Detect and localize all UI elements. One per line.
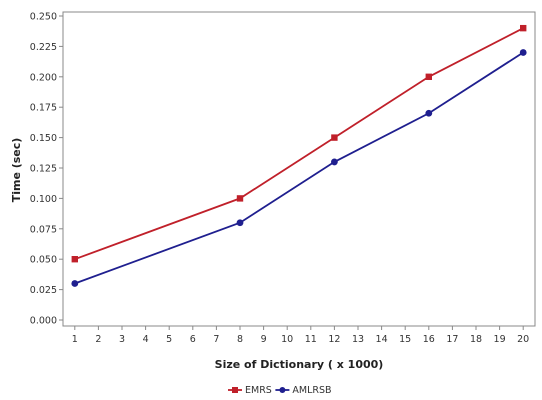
y-tick-label: 0.100 bbox=[30, 194, 57, 205]
x-tick-label: 9 bbox=[261, 334, 267, 345]
legend-marker bbox=[232, 387, 238, 393]
data-point bbox=[71, 256, 78, 263]
x-tick-label: 16 bbox=[423, 334, 435, 345]
y-tick-label: 0.200 bbox=[30, 72, 57, 83]
y-axis-label: Time (sec) bbox=[10, 138, 23, 203]
legend-item: EMRS bbox=[228, 385, 272, 396]
x-tick-label: 18 bbox=[470, 334, 482, 345]
legend-label: EMRS bbox=[245, 385, 272, 396]
x-tick-label: 6 bbox=[190, 334, 196, 345]
legend-label: AMLRSB bbox=[292, 385, 331, 396]
plot-area bbox=[62, 11, 536, 327]
x-tick-label: 1 bbox=[72, 334, 78, 345]
data-point bbox=[331, 134, 338, 141]
legend-marker bbox=[279, 387, 286, 393]
data-point bbox=[71, 280, 79, 287]
data-point bbox=[519, 49, 527, 56]
legend: EMRS AMLRSB bbox=[228, 385, 332, 396]
x-tick-label: 10 bbox=[281, 334, 293, 345]
x-tick-label: 5 bbox=[166, 334, 172, 345]
legend-item: AMLRSB bbox=[275, 385, 332, 396]
y-tick-label: 0.125 bbox=[30, 164, 57, 175]
data-point bbox=[520, 24, 527, 32]
x-tick-label: 2 bbox=[95, 334, 101, 345]
x-tick-label: 20 bbox=[517, 334, 529, 345]
x-axis-ticks: 1 2 3 4 5 6 7 8 9 10 11 12 13 14 15 16 17 18 19 20 bbox=[72, 326, 529, 345]
y-tick-label: 0.150 bbox=[30, 133, 57, 144]
x-tick-label: 3 bbox=[119, 334, 125, 345]
y-tick-label: 0.075 bbox=[30, 224, 57, 235]
series-amlrsb bbox=[71, 49, 527, 287]
y-tick-label: 0.025 bbox=[30, 285, 57, 296]
x-tick-label: 19 bbox=[494, 334, 506, 345]
data-point bbox=[425, 109, 433, 117]
x-tick-label: 17 bbox=[446, 334, 458, 345]
series-group bbox=[71, 24, 527, 287]
data-point bbox=[236, 195, 244, 202]
data-point bbox=[236, 219, 244, 227]
x-tick-label: 15 bbox=[399, 334, 411, 345]
y-tick-label: 0.225 bbox=[30, 42, 57, 53]
y-tick-label: 0.050 bbox=[30, 255, 57, 266]
x-tick-label: 7 bbox=[213, 334, 219, 345]
y-tick-label: 0.000 bbox=[30, 316, 57, 327]
data-point bbox=[425, 73, 432, 80]
y-axis-ticks: 0.000 0.025 0.050 0.075 0.100 0.125 0.150 0.175… bbox=[30, 12, 63, 327]
x-tick-label: 12 bbox=[328, 334, 340, 345]
x-tick-label: 14 bbox=[376, 334, 388, 345]
series-emrs bbox=[71, 24, 527, 263]
y-tick-label: 0.250 bbox=[30, 12, 57, 23]
x-tick-label: 11 bbox=[305, 334, 317, 345]
x-tick-label: 13 bbox=[352, 334, 364, 345]
y-tick-label: 0.175 bbox=[30, 103, 57, 114]
data-point bbox=[331, 158, 338, 166]
x-axis-label: Size of Dictionary ( x 1000) bbox=[215, 358, 384, 371]
x-tick-label: 8 bbox=[237, 334, 243, 345]
x-tick-label: 4 bbox=[143, 334, 149, 345]
